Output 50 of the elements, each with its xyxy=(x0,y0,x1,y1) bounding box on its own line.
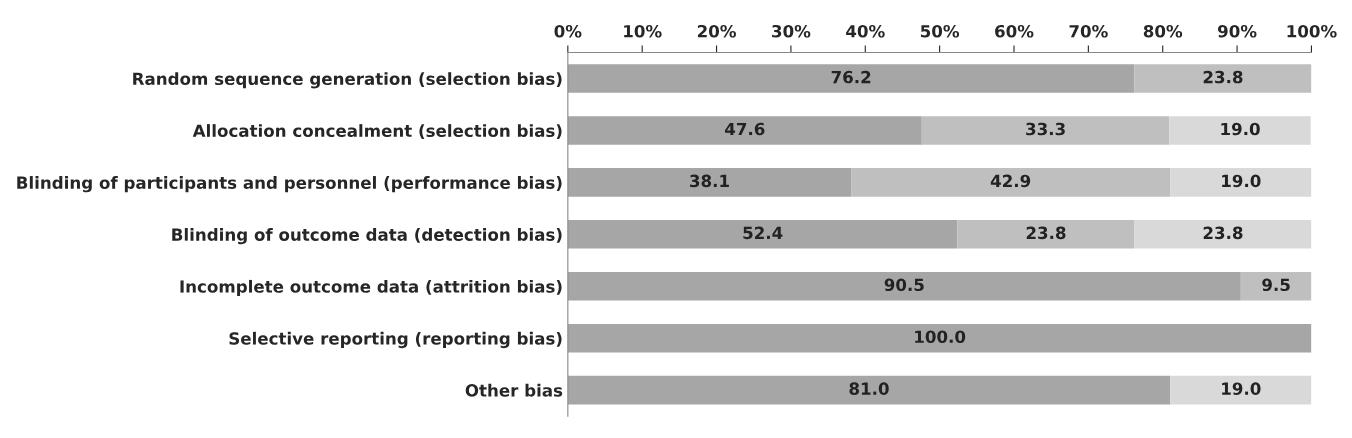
x-tick-label: 70% xyxy=(1069,24,1108,38)
y-tick-label: Random sequence generation (selection bias) xyxy=(133,72,562,89)
data-label: 100.0 xyxy=(915,330,966,344)
x-tick-label: 10% xyxy=(624,24,662,38)
bar xyxy=(567,168,852,197)
y-tick-label: Allocation concealment (selection bias) xyxy=(192,124,562,139)
data-label: 19.0 xyxy=(1222,174,1261,188)
x-tick-label: 60% xyxy=(995,24,1034,38)
bar xyxy=(567,323,1312,353)
bar xyxy=(851,168,1171,197)
data-label: 9.5 xyxy=(1262,278,1290,292)
data-label: 19.0 xyxy=(1221,122,1260,136)
bar xyxy=(921,116,1170,145)
bar xyxy=(567,220,958,249)
y-tick-label: Blinding of outcome data (detection bias) xyxy=(172,228,562,245)
bar xyxy=(1170,375,1312,405)
bar xyxy=(1134,64,1312,93)
bar xyxy=(567,375,1171,405)
data-label: 47.6 xyxy=(725,122,765,136)
y-tick-label: Incomplete outcome data (attrition bias) xyxy=(180,279,562,297)
y-tick-label: Selective reporting (reporting bias) xyxy=(229,331,562,349)
data-label: 81.0 xyxy=(849,382,889,395)
data-label: 42.9 xyxy=(990,174,1031,188)
data-label: 52.4 xyxy=(743,226,783,240)
bar xyxy=(567,271,1241,301)
bar xyxy=(1169,116,1311,145)
data-label: 23.8 xyxy=(1026,226,1066,240)
data-label: 23.8 xyxy=(1203,70,1243,84)
bar xyxy=(1134,220,1312,249)
x-tick-label: 40% xyxy=(846,24,885,38)
data-label: 23.8 xyxy=(1203,226,1243,240)
y-tick-label: Blinding of participants and personnel (performance bias) xyxy=(17,176,562,193)
bar xyxy=(567,64,1135,93)
bar xyxy=(957,220,1135,249)
bar xyxy=(1240,271,1312,301)
bar xyxy=(1170,168,1312,197)
x-tick-label: 90% xyxy=(1218,24,1257,38)
data-label: 90.5 xyxy=(884,278,924,292)
x-tick-label: 20% xyxy=(697,24,736,38)
x-tick-label: 100% xyxy=(1287,24,1337,38)
x-tick-label: 0% xyxy=(554,24,582,38)
data-label: 33.3 xyxy=(1026,122,1065,136)
x-tick-label: 30% xyxy=(772,24,811,38)
data-label: 38.1 xyxy=(690,174,729,188)
data-label: 76.2 xyxy=(831,70,871,84)
x-tick-label: 80% xyxy=(1143,24,1183,38)
bar xyxy=(567,116,922,145)
y-tick-label: Other bias xyxy=(465,383,563,397)
x-tick-label: 50% xyxy=(920,24,960,38)
data-label: 19.0 xyxy=(1222,382,1261,395)
